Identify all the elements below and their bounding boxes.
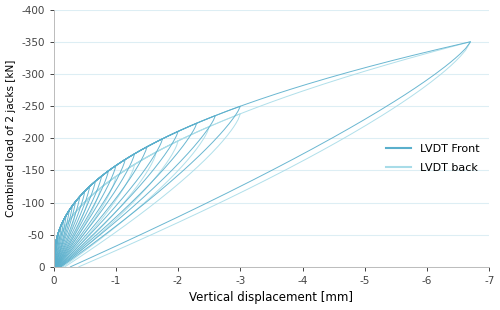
X-axis label: Vertical displacement [mm]: Vertical displacement [mm] (190, 291, 354, 304)
Legend: LVDT Front, LVDT back: LVDT Front, LVDT back (382, 140, 484, 178)
Y-axis label: Combined load of 2 jacks [kN]: Combined load of 2 jacks [kN] (6, 60, 16, 217)
